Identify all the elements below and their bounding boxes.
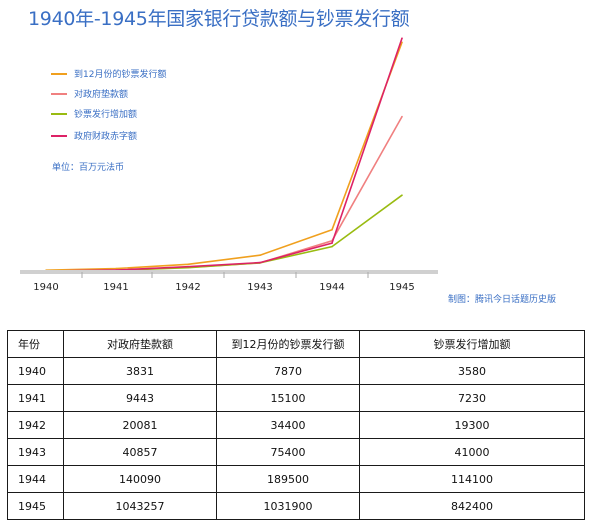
table-cell: 114100 [359,465,585,493]
table-cell: 40857 [63,438,217,466]
table-cell: 19300 [359,411,585,439]
table-header-cell: 对政府垫款额 [63,330,217,358]
x-tick-label: 1943 [247,282,272,293]
table-cell: 1941 [7,384,64,412]
x-tick-label: 1945 [389,282,414,293]
legend-label: 到12月份的钞票发行额 [74,68,166,80]
data-point [259,261,261,264]
data-point [331,229,333,231]
table-row: 1941 9443 15100 7230 [7,384,585,412]
table-row: 1940 3831 7870 3580 [7,357,585,385]
data-point [401,41,403,44]
x-tick-label: 1940 [33,282,58,293]
table-row: 1944 140090 189500 114100 [7,465,585,493]
table-cell: 20081 [63,411,217,439]
series-line-0 [45,42,403,271]
table-cell: 1940 [7,357,64,385]
table-body: 1940 3831 7870 3580 1941 9443 15100 7230 1942 200… [7,357,585,520]
legend-label: 对政府垫款额 [74,88,128,100]
data-point [259,254,261,256]
line-chart: 1940 1941 1942 1943 1944 1945 到12月份的钞票发行额对政府垫… [20,37,556,305]
data-point [401,115,403,118]
x-tick-label: 1941 [103,282,128,293]
source-note: 制图：腾讯今日话题历史版 [448,293,556,305]
table-cell: 189500 [216,465,360,493]
table-header-row: 年份 对政府垫款额 到12月份的钞票发行额 钞票发行增加额 [7,330,585,358]
x-axis-ticks: 1940 1941 1942 1943 1944 1945 [33,272,415,293]
table-cell: 1945 [7,492,64,520]
table-header-cell: 年份 [7,330,64,358]
table-cell: 15100 [216,384,360,412]
data-point [187,263,189,266]
table-cell: 3580 [359,357,585,385]
table-row: 1943 40857 75400 41000 [7,438,585,466]
table-cell: 1942 [7,411,64,439]
data-point [331,242,333,244]
table-cell: 140090 [63,465,217,493]
unit-note: 单位：百万元法币 [52,161,124,173]
legend-label: 钞票发行增加额 [74,108,137,120]
table-cell: 34400 [216,411,360,439]
data-point [331,245,333,248]
data-point [401,194,403,196]
x-tick-label: 1944 [319,282,344,293]
legend-label: 政府财政赤字额 [74,130,137,142]
table-header-cell: 到12月份的钞票发行额 [216,330,360,358]
table-cell: 41000 [359,438,585,466]
x-tick-label: 1942 [175,282,200,293]
chart-title: 1940年-1945年国家银行贷款额与钞票发行额 [28,8,410,30]
table-cell: 75400 [216,438,360,466]
table-cell: 3831 [63,357,217,385]
table-cell: 9443 [63,384,217,412]
table-cell: 7230 [359,384,585,412]
table-cell: 1043257 [63,492,217,520]
table-cell: 7870 [216,357,360,385]
data-table: 年份 对政府垫款额 到12月份的钞票发行额 钞票发行增加额 1940 3831 7870 3… [7,330,585,520]
table-cell: 1943 [7,438,64,466]
table-cell: 1944 [7,465,64,493]
table-row: 1942 20081 34400 19300 [7,411,585,439]
table-header-cell: 钞票发行增加额 [359,330,585,358]
table-cell: 1031900 [216,492,360,520]
data-point [401,37,403,39]
data-point [115,267,117,270]
table-row: 1945 1043257 1031900 842400 [7,492,585,520]
table-cell: 842400 [359,492,585,520]
data-point [187,265,189,268]
